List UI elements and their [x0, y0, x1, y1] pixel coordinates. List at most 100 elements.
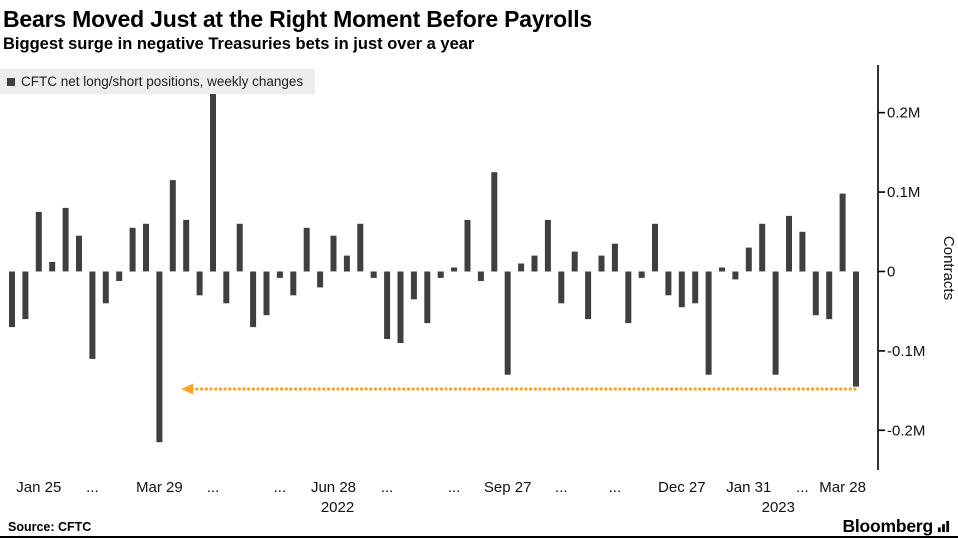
year-label: 2023	[762, 499, 795, 516]
bar	[276, 271, 283, 278]
bar	[477, 271, 484, 281]
bar	[116, 271, 123, 281]
bar	[89, 271, 96, 359]
page-title: Bears Moved Just at the Right Moment Bef…	[3, 6, 593, 32]
bar	[290, 271, 297, 296]
bar	[585, 271, 592, 320]
bar	[853, 271, 859, 387]
bar	[357, 223, 364, 272]
x-tick-label: ...	[796, 479, 809, 496]
bar	[732, 271, 739, 280]
annotation-left-arrow-icon	[181, 383, 194, 395]
bar	[424, 271, 431, 324]
x-tick-label: ...	[207, 479, 220, 496]
bloomberg-logo: Bloomberg	[842, 516, 950, 537]
bar	[531, 255, 538, 272]
x-tick-label: Sep 27	[484, 479, 532, 496]
x-tick-label: Jan 25	[16, 479, 61, 496]
x-tick-label: Mar 29	[136, 479, 183, 496]
y-tick-label: 0	[887, 263, 895, 280]
legend-swatch-icon	[7, 77, 15, 86]
bar	[812, 271, 819, 316]
y-tick-label: 0.2M	[887, 105, 920, 122]
footer: Source: CFTC Bloomberg	[0, 514, 958, 536]
bar	[250, 271, 257, 328]
bar	[719, 267, 725, 272]
bar	[571, 251, 578, 272]
x-tick-label: ...	[448, 479, 461, 496]
bar	[826, 271, 833, 320]
bar	[22, 271, 29, 320]
bar	[9, 271, 15, 328]
bar	[330, 235, 337, 272]
bar	[451, 267, 458, 272]
bar	[384, 271, 391, 339]
bar	[772, 271, 779, 375]
bar	[62, 207, 69, 272]
bar	[223, 271, 230, 304]
x-tick-label: Dec 27	[658, 479, 706, 496]
bar	[491, 172, 498, 272]
bar	[76, 235, 82, 272]
bar	[35, 211, 42, 272]
bar	[49, 261, 56, 272]
bar	[638, 271, 645, 278]
bar	[370, 271, 377, 278]
y-axis-title: Contracts	[940, 236, 957, 300]
x-tick-label: ...	[609, 479, 622, 496]
bar	[692, 271, 699, 304]
bar	[799, 231, 806, 272]
y-tick-label: 0.1M	[887, 184, 920, 201]
bar	[196, 271, 203, 296]
bar	[745, 247, 752, 272]
bar	[759, 223, 766, 272]
bottom-divider	[0, 536, 958, 538]
source-label: Source: CFTC	[8, 520, 92, 534]
x-tick-label: Jun 28	[311, 479, 356, 496]
bar	[652, 223, 658, 272]
bar	[437, 271, 444, 278]
bar	[705, 271, 712, 375]
x-tick-label: ...	[381, 479, 394, 496]
bar	[303, 227, 310, 272]
bar	[678, 271, 685, 308]
bar	[263, 271, 270, 316]
bar	[410, 271, 417, 300]
page-subtitle: Biggest surge in negative Treasuries bet…	[3, 35, 475, 53]
x-tick-label: ...	[555, 479, 568, 496]
bar	[839, 193, 846, 272]
y-tick-label: -0.2M	[887, 422, 925, 439]
x-tick-label: Jan 31	[726, 479, 771, 496]
bar	[786, 215, 792, 272]
bar	[464, 219, 471, 272]
bar	[518, 263, 525, 272]
bar	[611, 243, 618, 272]
bar	[210, 92, 216, 272]
bar	[317, 271, 324, 288]
x-tick-label: ...	[274, 479, 287, 496]
bar	[504, 271, 511, 375]
bar	[598, 255, 605, 272]
bloomberg-terminal-icon	[937, 520, 950, 533]
bar	[236, 223, 243, 272]
bloomberg-wordmark: Bloomberg	[842, 516, 933, 536]
bar	[102, 271, 109, 304]
y-tick-label: -0.1M	[887, 343, 925, 360]
bar	[129, 227, 136, 272]
bar	[397, 271, 404, 343]
bar	[156, 271, 163, 443]
bar	[183, 219, 190, 272]
x-tick-label: ...	[86, 479, 99, 496]
bar	[169, 180, 176, 272]
bar	[143, 223, 149, 272]
legend-label: CFTC net long/short positions, weekly ch…	[21, 74, 304, 89]
chart-legend: CFTC net long/short positions, weekly ch…	[0, 69, 316, 94]
bar	[558, 271, 565, 304]
x-tick-label: Mar 28	[819, 479, 866, 496]
bar	[665, 271, 672, 296]
bar	[625, 271, 632, 324]
bar	[343, 255, 350, 272]
bar	[544, 219, 551, 272]
